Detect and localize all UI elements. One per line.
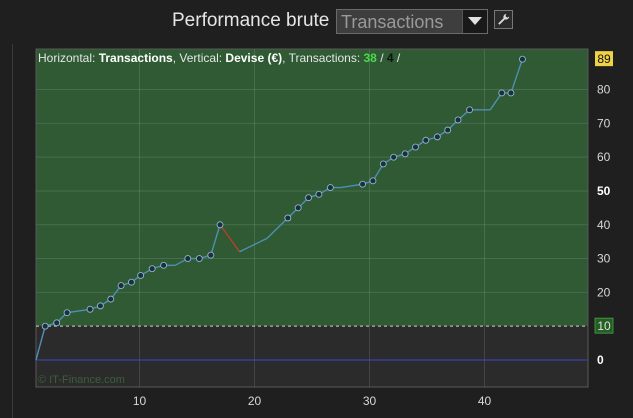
data-point [184, 255, 192, 263]
plot-area-below-threshold [36, 326, 588, 387]
y-tick-label: 80 [597, 83, 611, 97]
info-count-end: / [394, 51, 401, 65]
y-tick-label: 50 [597, 184, 611, 198]
series-segment [239, 237, 268, 253]
info-count-prefix: , Transactions: [282, 51, 363, 65]
select-value: Transactions [341, 12, 444, 32]
data-point [195, 255, 203, 263]
data-point [160, 261, 168, 269]
data-point [86, 305, 94, 313]
last-value-label: 89 [597, 52, 611, 66]
data-point [53, 319, 61, 327]
last-value-badge [595, 51, 613, 67]
data-point [412, 143, 419, 151]
data-point [519, 55, 526, 63]
x-tick-label: 20 [248, 394, 262, 408]
y-tick-label: 0 [597, 353, 604, 367]
data-point [107, 295, 115, 303]
threshold-badge [594, 317, 614, 334]
y-axis-ticks: 0 10 20 30 40 50 60 70 80 89 [594, 51, 614, 367]
watermark: © IT-Finance.com [38, 374, 125, 386]
info-vertical-value: Devise (€) [225, 51, 282, 65]
data-point [284, 214, 292, 222]
plot-area-above-threshold [36, 49, 588, 327]
y-tick-label: 20 [597, 285, 611, 299]
data-point [41, 322, 49, 330]
data-point [216, 221, 224, 229]
data-point [422, 136, 430, 144]
info-horizontal-value: Transactions [99, 51, 173, 65]
y-tick-label: 40 [597, 218, 611, 232]
series-equity [35, 55, 526, 361]
series-segment [219, 224, 241, 253]
data-point [498, 89, 506, 97]
data-point [369, 177, 377, 185]
data-point [454, 116, 462, 124]
x-axis-ticks: 10 20 30 40 [133, 394, 492, 408]
info-count-loss: 4 [387, 51, 394, 65]
wrench-icon[interactable] [494, 10, 513, 29]
info-vertical-prefix: , Vertical: [173, 51, 226, 65]
data-point [507, 89, 515, 97]
data-point [390, 153, 398, 161]
data-point [96, 302, 104, 310]
y-tick-label: 70 [597, 116, 611, 130]
data-point [315, 190, 323, 198]
view-select[interactable]: Transactions [336, 9, 488, 34]
x-tick-label: 10 [133, 394, 147, 408]
data-point [63, 309, 71, 317]
header: Performance brute Transactions [0, 0, 633, 44]
data-point [466, 106, 473, 114]
data-point [148, 265, 156, 273]
info-horizontal-prefix: Horizontal: [38, 51, 99, 65]
data-point [294, 204, 302, 212]
y-tick-label: 60 [597, 150, 611, 164]
data-point [137, 272, 145, 279]
page-title: Performance brute [172, 10, 330, 31]
x-tick-label: 40 [478, 394, 492, 408]
x-tick-label: 30 [363, 394, 377, 408]
data-point [326, 184, 334, 192]
series-segment [266, 217, 289, 239]
info-line: Horizontal: Transactions, Vertical: Devi… [38, 51, 401, 65]
series-segment [210, 224, 221, 256]
plot-frame [35, 48, 589, 388]
y-tick-label: 30 [597, 252, 611, 266]
data-point [207, 251, 215, 259]
data-point [444, 126, 452, 134]
info-count-win: 38 [364, 51, 378, 65]
data-point [379, 160, 387, 168]
threshold-label: 10 [597, 319, 611, 333]
series-segment [510, 58, 524, 94]
data-point [127, 278, 135, 286]
data-point [305, 194, 312, 202]
data-point [117, 282, 125, 290]
info-count-sep: / [377, 51, 387, 65]
chevron-down-icon[interactable] [462, 10, 487, 33]
left-divider [12, 44, 13, 418]
data-point [401, 150, 409, 158]
series-segment [66, 308, 91, 314]
data-point [433, 133, 441, 141]
series-segment [340, 183, 363, 189]
series-segment [35, 325, 46, 361]
data-point [359, 180, 367, 188]
grid [36, 49, 588, 387]
